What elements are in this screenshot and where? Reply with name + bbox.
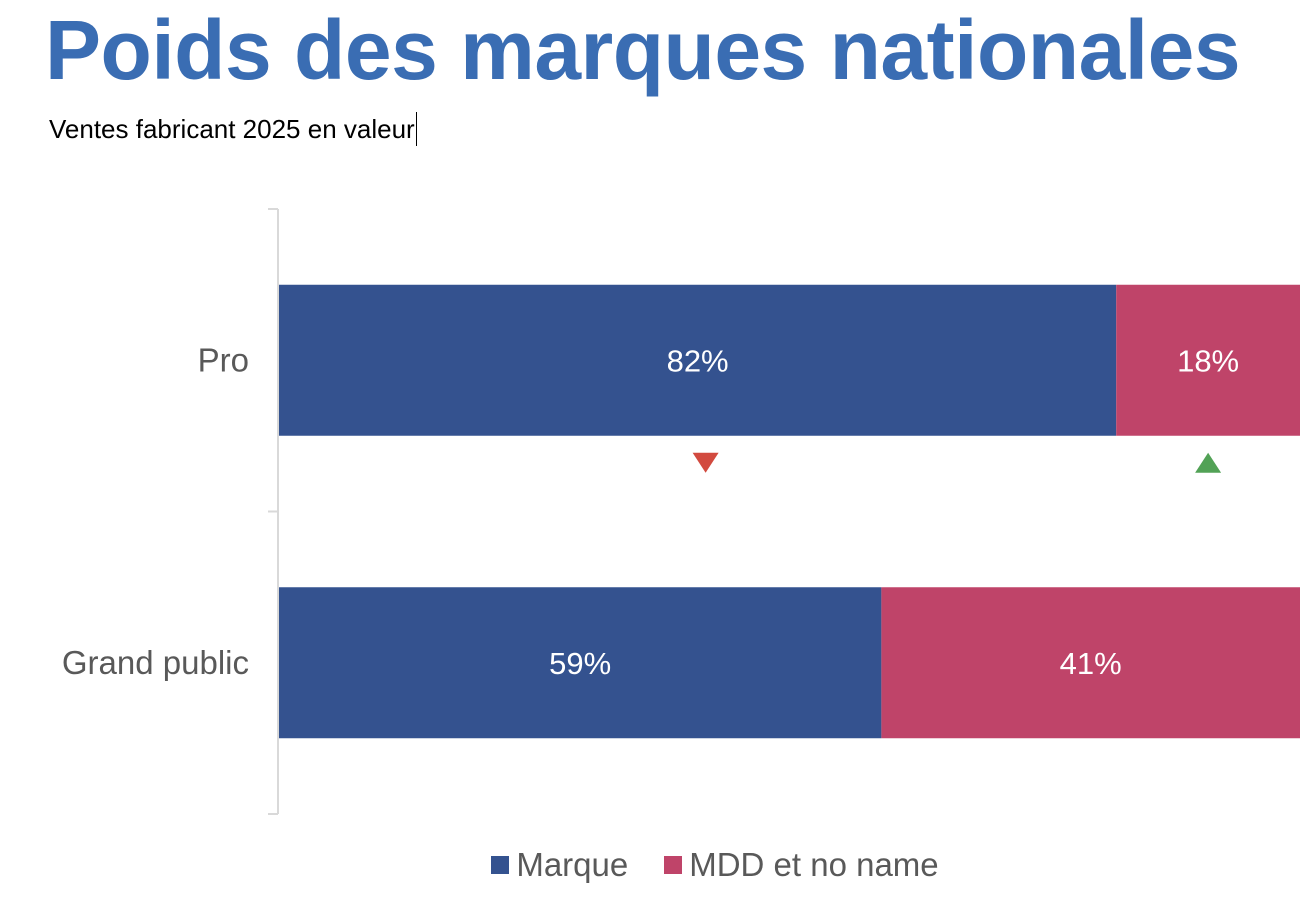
legend-label-mdd: MDD et no name <box>689 846 939 883</box>
legend-item-marque: Marque <box>491 846 628 884</box>
data-label-grand-public-mdd-et-no-name: 41% <box>1060 646 1122 681</box>
category-label-pro: Pro <box>198 341 249 378</box>
data-label-pro-mdd-et-no-name: 18% <box>1177 343 1239 378</box>
legend-label-marque: Marque <box>516 846 629 883</box>
text-cursor <box>415 112 417 146</box>
legend-item-mdd: MDD et no name <box>664 846 939 884</box>
legend-swatch-mdd <box>664 856 683 874</box>
data-label-grand-public-marque: 59% <box>549 646 611 681</box>
data-label-pro-marque: 82% <box>667 343 729 378</box>
bar-pro-marque <box>279 284 1117 436</box>
chart-legend: Marque MDD et no name <box>0 840 1300 890</box>
bar-grand-public-mdd-et-no-name <box>881 587 1300 739</box>
page-subtitle[interactable]: Ventes fabricant 2025 en valeur <box>49 113 415 144</box>
page-title: Poids des marques nationales <box>45 3 1241 97</box>
triangle-down-icon <box>692 452 719 473</box>
category-label-grand-public: Grand public <box>62 644 249 681</box>
stacked-bar-chart: 82% 18% Pro 59% 41% Grand public <box>62 208 1300 815</box>
legend-swatch-marque <box>491 856 510 874</box>
triangle-up-icon <box>1195 452 1222 473</box>
bar-pro-mdd-et-no-name <box>1116 284 1300 436</box>
bar-grand-public-marque <box>279 587 882 739</box>
subtitle-row: Ventes fabricant 2025 en valeur <box>49 110 417 148</box>
